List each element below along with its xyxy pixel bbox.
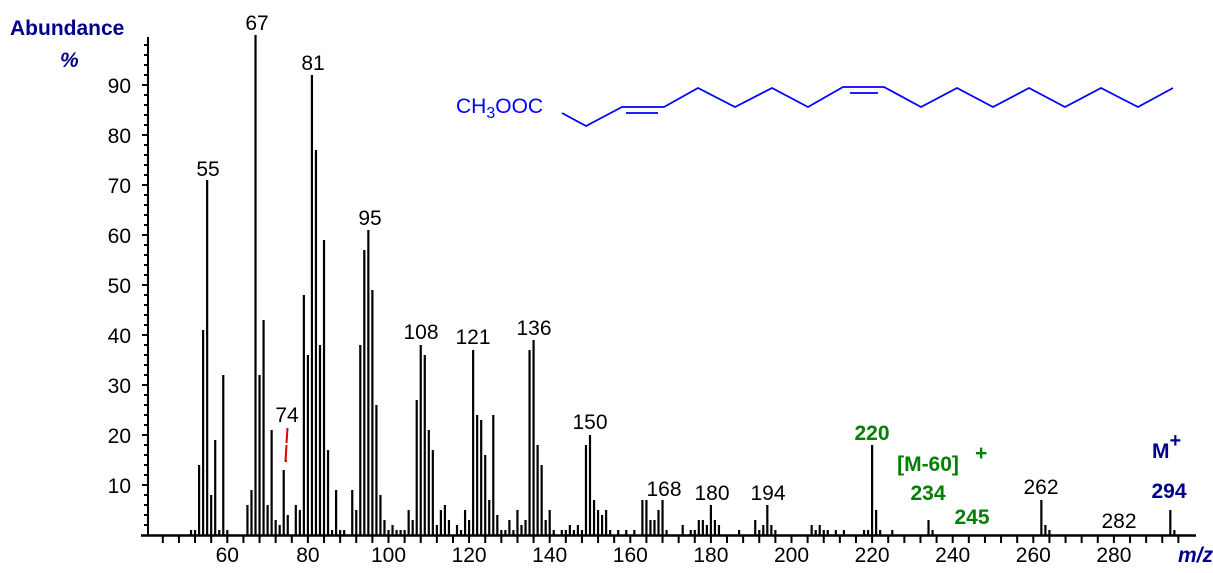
peak-label: 220 (854, 422, 889, 445)
peak-label: + (975, 442, 987, 465)
y-tick-label: 60 (108, 225, 131, 248)
y-ticks: 10 20 30 40 50 60 70 80 90 (108, 44, 148, 526)
x-ticks: 60 80 100 120 140 160 180 200 220 240 260 280 (161, 535, 1180, 567)
y-tick-label: 70 (108, 175, 131, 198)
structure-chain (561, 86, 1174, 128)
y-tick-label: 80 (108, 125, 131, 148)
peak-label: 194 (750, 482, 785, 505)
peak-label: 234 (910, 482, 945, 505)
x-tick-label: 220 (855, 544, 890, 567)
structure-ester-group: CH3OOC (456, 95, 543, 122)
x-tick-label: 260 (1016, 544, 1051, 567)
peak-label: 74 (275, 404, 299, 427)
peak-label: [M-60] (897, 453, 959, 476)
peak-label: 67 (245, 12, 268, 35)
y-axis-title: Abundance (10, 17, 124, 40)
axes: 10 20 30 40 50 60 70 80 90 60 80 100 120 140 160 180 20… (108, 37, 1196, 567)
peak-label: 245 (954, 506, 989, 529)
x-tick-label: 120 (452, 544, 487, 567)
x-tick-label: 280 (1096, 544, 1131, 567)
peak-label: 55 (196, 158, 219, 181)
molecule-structure: CH3OOC (456, 86, 1174, 128)
peak-label: 150 (572, 411, 607, 434)
y-tick-label: 90 (108, 75, 131, 98)
x-tick-label: 80 (296, 544, 319, 567)
peak-label: 294 (1151, 480, 1186, 503)
peak-label: 81 (301, 52, 324, 75)
peak-label: 168 (646, 478, 681, 501)
x-tick-label: 180 (693, 544, 728, 567)
peak-label: 95 (358, 207, 381, 230)
spectrum-bars (189, 35, 1176, 535)
x-tick-label: 200 (774, 544, 809, 567)
peak-label: 136 (516, 317, 551, 340)
peak-label: 121 (455, 326, 490, 349)
peak-label: 262 (1023, 476, 1058, 499)
y-tick-label: 30 (108, 375, 131, 398)
y-tick-label: 50 (108, 275, 131, 298)
peak-label: 180 (694, 482, 729, 505)
x-tick-label: 100 (371, 544, 406, 567)
y-axis-unit: % (60, 49, 79, 72)
x-tick-label: 60 (216, 544, 239, 567)
x-tick-label: 140 (532, 544, 567, 567)
y-tick-label: 10 (108, 475, 131, 498)
molecular-ion-label: M+ (1152, 430, 1181, 463)
peak-label: 108 (403, 321, 438, 344)
y-tick-label: 40 (108, 325, 131, 348)
y-tick-label: 20 (108, 425, 131, 448)
peak-annotations: 55 67 81 74 95 108 121 136 150 168 180 194 220 [M-60]… (196, 12, 1187, 533)
marker-74-icon (284, 427, 289, 462)
x-axis-title: m/z (1178, 544, 1213, 567)
x-tick-label: 240 (935, 544, 970, 567)
x-tick-label: 160 (613, 544, 648, 567)
peak-label: 282 (1101, 510, 1136, 533)
